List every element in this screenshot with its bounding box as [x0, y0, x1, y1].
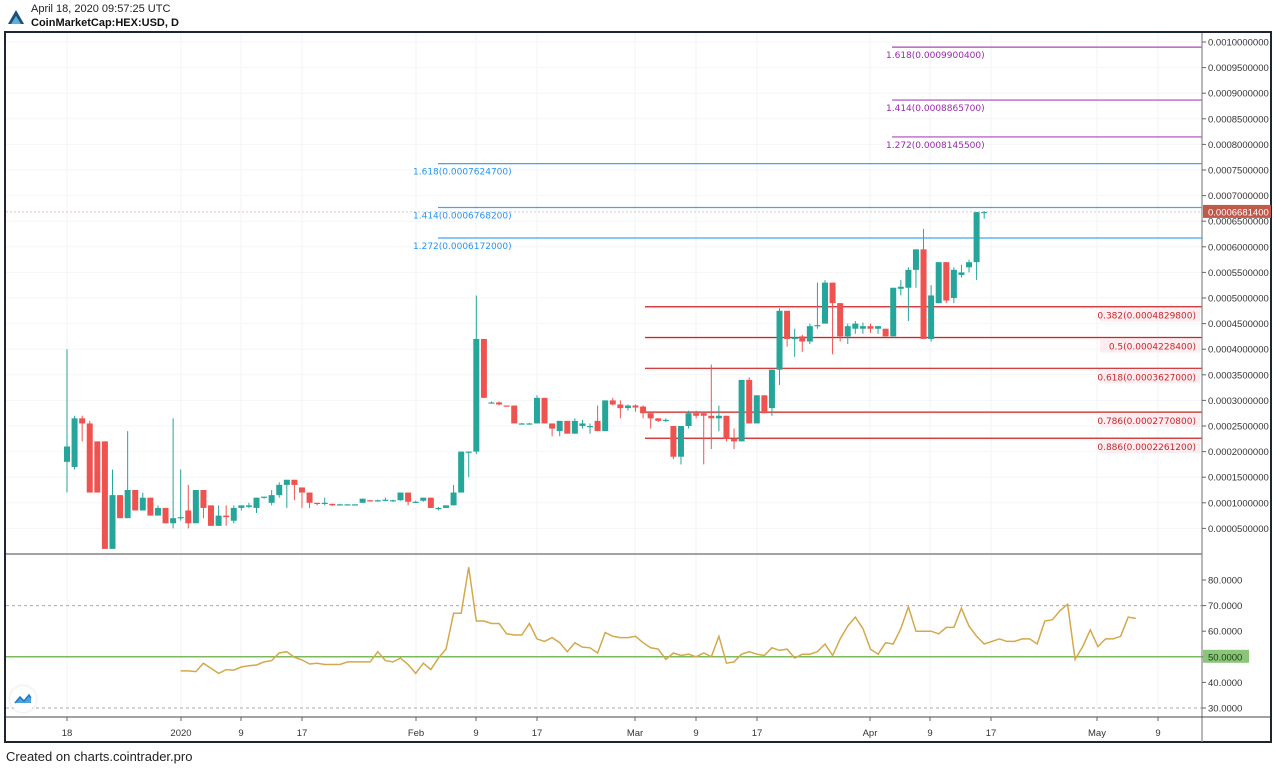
svg-text:70.0000: 70.0000 — [1208, 601, 1242, 612]
fib-level-label: 1.414(0.0006768200) — [413, 211, 512, 221]
chart-datetime: April 18, 2020 09:57:25 UTC — [31, 3, 171, 15]
axes: 0.0010000000 0.0009500000 0.0009000000 0.00… — [6, 33, 1271, 742]
price-axis-label: 0.0006500000 — [1208, 217, 1269, 228]
current-price-badge — [1203, 204, 1271, 218]
fibonacci-levels: 1.618(0.0009900400) 1.414(0.0008865700) 1.… — [413, 46, 1202, 454]
price-axis-label: 0.0001500000 — [1208, 473, 1269, 484]
fib-level-label: 1.272(0.0006172000) — [413, 242, 512, 252]
fib-level-label: 1.618(0.0009900400) — [886, 51, 985, 61]
cointrader-logo-icon — [8, 10, 24, 24]
fib-level-label: 0.382(0.0004829800) — [1097, 312, 1196, 322]
svg-text:50.0000: 50.0000 — [1208, 652, 1242, 663]
time-axis-label: 17 — [752, 728, 763, 739]
time-axis-label: 17 — [532, 728, 543, 739]
price-axis-label: 0.0010000000 — [1208, 38, 1269, 49]
price-axis-label: 0.0005000000 — [1208, 294, 1269, 305]
chart-symbol: CoinMarketCap:HEX:USD, D — [31, 17, 179, 29]
fib-level-label: 1.618(0.0007624700) — [413, 168, 512, 178]
svg-text:40.0000: 40.0000 — [1208, 678, 1242, 689]
time-axis-label: 9 — [1155, 728, 1160, 739]
price-axis-label: 0.0007000000 — [1208, 191, 1269, 202]
rsi-indicator — [6, 567, 1202, 709]
price-axis-label: 0.0000500000 — [1208, 524, 1269, 535]
chart-type-icon[interactable] — [10, 686, 36, 712]
time-axis-label: Apr — [863, 728, 878, 739]
time-axis-label: 9 — [238, 728, 243, 739]
price-axis-label: 0.0004000000 — [1208, 345, 1269, 356]
fib-level-label: 1.414(0.0008865700) — [886, 104, 985, 114]
svg-text:0.0006681400: 0.0006681400 — [1208, 207, 1269, 218]
fib-level-label: 0.5(0.0004228400) — [1109, 343, 1196, 353]
price-axis-label: 0.0006000000 — [1208, 242, 1269, 253]
svg-text:30.0000: 30.0000 — [1208, 704, 1242, 715]
svg-text:80.0000: 80.0000 — [1208, 576, 1242, 587]
time-axis-label: Feb — [408, 728, 424, 739]
chart-frame — [4, 31, 1272, 743]
price-axis-label: 0.0007500000 — [1208, 166, 1269, 177]
grid-lines — [6, 33, 1202, 716]
time-axis-label: May — [1088, 728, 1106, 739]
price-candles — [64, 210, 988, 549]
fib-level-label: 1.272(0.0008145500) — [886, 141, 985, 151]
price-axis-label: 0.0001000000 — [1208, 498, 1269, 509]
price-axis-label: 0.0004500000 — [1208, 319, 1269, 330]
time-axis-label: Mar — [627, 728, 643, 739]
time-axis-label: 9 — [693, 728, 698, 739]
rsi-line — [180, 567, 1136, 675]
time-axis-label: 9 — [927, 728, 932, 739]
price-axis-label: 0.0002500000 — [1208, 422, 1269, 433]
price-axis-label: 0.0002000000 — [1208, 447, 1269, 458]
price-axis-label: 0.0009000000 — [1208, 89, 1269, 100]
fib-level-label: 0.618(0.0003627000) — [1097, 373, 1196, 383]
fib-level-label: 0.786(0.0002770800) — [1097, 417, 1196, 427]
footer-credit: Created on charts.cointrader.pro — [6, 749, 193, 764]
time-axis-label: 9 — [473, 728, 478, 739]
svg-text:60.0000: 60.0000 — [1208, 627, 1242, 638]
price-axis-label: 0.0003500000 — [1208, 370, 1269, 381]
price-axis-label: 0.0008000000 — [1208, 140, 1269, 151]
price-axis-label: 0.0003000000 — [1208, 396, 1269, 407]
price-axis-label: 0.0005500000 — [1208, 268, 1269, 279]
time-axis-label: 2020 — [170, 728, 191, 739]
price-axis-label: 0.0009500000 — [1208, 63, 1269, 74]
fib-level-label: 0.886(0.0002261200) — [1097, 443, 1196, 453]
time-axis-label: 18 — [62, 728, 73, 739]
time-axis-label: 17 — [986, 728, 997, 739]
chart-header: April 18, 2020 09:57:25 UTC CoinMarketCa… — [0, 0, 1275, 32]
price-axis-label: 0.0008500000 — [1208, 114, 1269, 125]
time-axis-label: 17 — [297, 728, 308, 739]
